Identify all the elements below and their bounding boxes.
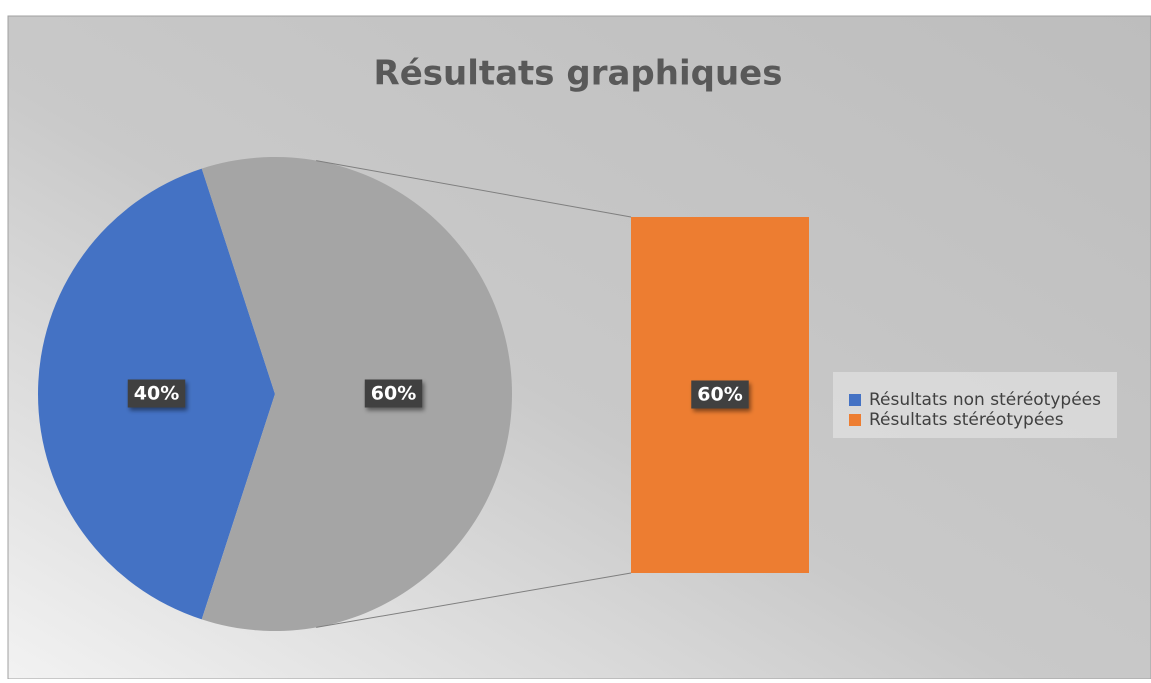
legend-box xyxy=(833,372,1117,438)
chart-title: Résultats graphiques xyxy=(374,54,783,94)
data-label-box xyxy=(364,379,423,408)
legend-label: Résultats stéréotypées xyxy=(869,410,1064,430)
legend-swatch xyxy=(849,414,861,426)
pie-slice xyxy=(201,156,513,631)
connector-line xyxy=(316,160,632,218)
data-label: 60% xyxy=(697,384,742,406)
legend-label: Résultats non stéréotypées xyxy=(869,390,1101,410)
data-label-box xyxy=(691,380,749,409)
data-label: 60% xyxy=(371,383,416,405)
connector-line xyxy=(316,572,632,628)
data-label-box xyxy=(127,379,186,408)
legend-swatch xyxy=(849,394,861,406)
data-label: 40% xyxy=(134,383,179,405)
